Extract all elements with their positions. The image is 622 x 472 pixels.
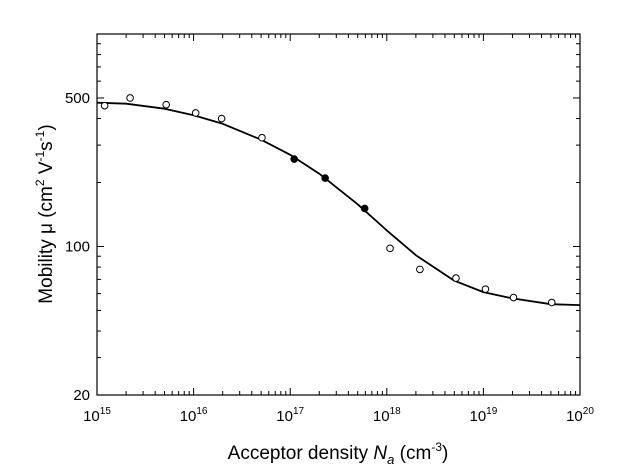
x-tick-label: 1020: [566, 406, 594, 425]
data-point-filled: [290, 155, 298, 163]
x-tick-label: 1018: [373, 406, 401, 425]
data-point-open: [509, 293, 518, 302]
data-point-open: [100, 101, 109, 110]
data-point-open: [126, 94, 134, 102]
fit-curve: [96, 101, 581, 306]
data-point-open: [258, 133, 266, 142]
y-tick-label: 100: [65, 238, 90, 255]
y-tick-label: 20: [73, 387, 90, 404]
series-layer: [96, 94, 581, 307]
axis-ticks: [96, 34, 581, 396]
data-point-open: [416, 265, 424, 274]
x-tick-label: 1017: [276, 406, 304, 425]
data-point-open: [481, 285, 490, 293]
data-point-filled: [321, 174, 329, 182]
y-tick-label: 500: [65, 90, 90, 107]
data-point-open: [547, 298, 556, 307]
data-point-open: [217, 114, 226, 123]
x-tick-label: 1019: [469, 406, 497, 425]
data-point-open: [162, 100, 170, 109]
tick-labels: 20 100 500 1015 1016 1017 1018 1019 1020: [65, 90, 594, 425]
data-point-open: [452, 274, 460, 282]
x-tick-label: 1016: [180, 406, 208, 425]
y-axis-label: Mobility μ (cm2 V-1s-1): [33, 124, 57, 303]
data-point-open: [386, 244, 394, 253]
data-point-filled: [360, 204, 369, 213]
x-axis-label: Acceptor density Na (cm-3): [228, 440, 449, 467]
x-tick-label: 1015: [83, 406, 111, 425]
data-point-open: [191, 109, 200, 117]
plot-frame: [96, 33, 581, 396]
